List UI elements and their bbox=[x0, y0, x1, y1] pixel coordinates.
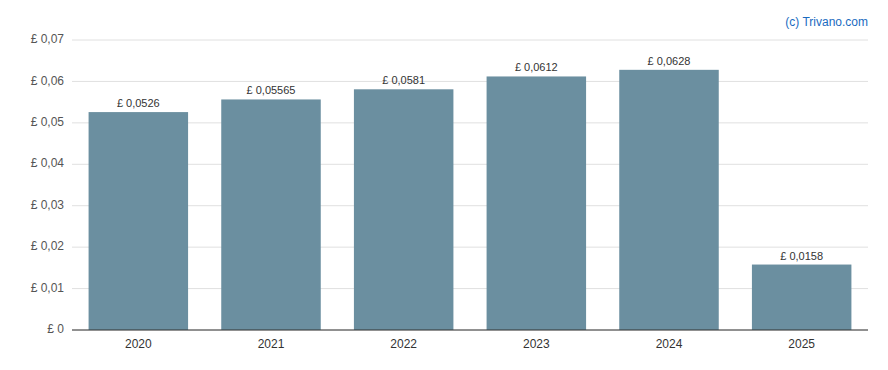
x-tick-label: 2020 bbox=[125, 337, 152, 351]
x-tick-label: 2021 bbox=[258, 337, 285, 351]
x-tick-label: 2025 bbox=[788, 337, 815, 351]
grid bbox=[72, 40, 868, 330]
bar bbox=[89, 112, 189, 330]
watermark: (c) Trivano.com bbox=[785, 15, 868, 29]
data-labels: £ 0,0526 £ 0,05565 £ 0,0581 £ 0,0612 £ 0,062… bbox=[117, 55, 823, 262]
bar bbox=[487, 76, 587, 330]
grid-line bbox=[72, 247, 868, 248]
x-tick-label: 2023 bbox=[523, 337, 550, 351]
y-tick-label: £ 0,02 bbox=[31, 239, 65, 253]
bar bbox=[752, 265, 852, 330]
bars bbox=[89, 70, 852, 330]
y-tick-label: £ 0,04 bbox=[31, 156, 65, 170]
grid-line bbox=[72, 288, 868, 289]
x-axis-line bbox=[72, 330, 868, 331]
data-label: £ 0,05565 bbox=[247, 84, 296, 96]
y-tick-label: £ 0,06 bbox=[31, 74, 65, 88]
data-label: £ 0,0158 bbox=[780, 250, 823, 262]
data-label: £ 0,0612 bbox=[515, 61, 558, 73]
y-tick-label: £ 0 bbox=[47, 322, 64, 336]
grid-line bbox=[72, 164, 868, 165]
grid-line bbox=[72, 40, 868, 41]
data-label: £ 0,0581 bbox=[382, 74, 425, 86]
y-axis: £ 0 £ 0,01 £ 0,02 £ 0,03 £ 0,04 £ 0,05 £ 0,06 £… bbox=[31, 32, 65, 336]
grid-line bbox=[72, 81, 868, 82]
y-tick-label: £ 0,03 bbox=[31, 198, 65, 212]
y-tick-label: £ 0,01 bbox=[31, 281, 65, 295]
chart-container: £ 0 £ 0,01 £ 0,02 £ 0,03 £ 0,04 £ 0,05 £ 0,06 £… bbox=[0, 0, 888, 370]
grid-line bbox=[72, 330, 868, 331]
bar bbox=[619, 70, 719, 330]
grid-line bbox=[72, 122, 868, 123]
bar bbox=[354, 89, 454, 330]
grid-line bbox=[72, 205, 868, 206]
y-tick-label: £ 0,05 bbox=[31, 115, 65, 129]
chart: £ 0 £ 0,01 £ 0,02 £ 0,03 £ 0,04 £ 0,05 £ 0,06 £… bbox=[0, 0, 888, 370]
data-label: £ 0,0628 bbox=[648, 55, 691, 67]
y-tick-label: £ 0,07 bbox=[31, 32, 65, 46]
x-tick-label: 2022 bbox=[390, 337, 417, 351]
data-label: £ 0,0526 bbox=[117, 97, 160, 109]
bar bbox=[221, 99, 321, 330]
x-axis: 2020 2021 2022 2023 2024 2025 bbox=[125, 337, 815, 351]
x-tick-label: 2024 bbox=[656, 337, 683, 351]
